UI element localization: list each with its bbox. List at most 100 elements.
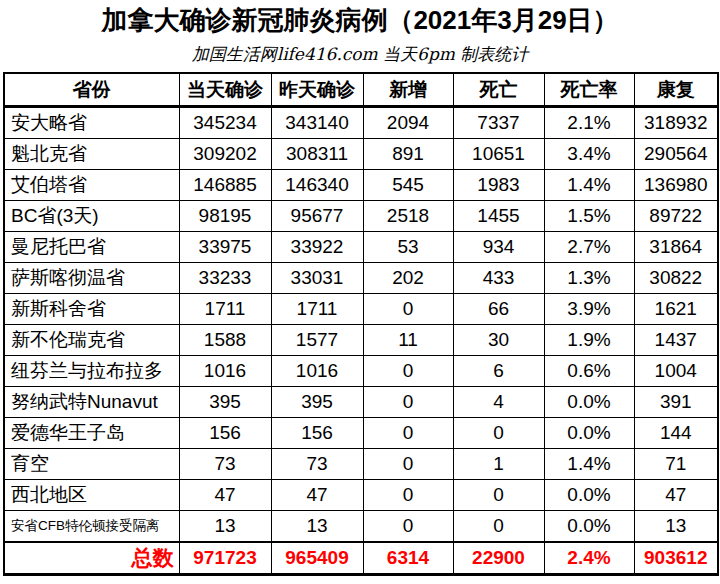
value-cell: 0.0%	[544, 480, 634, 511]
value-cell: 345234	[179, 107, 271, 139]
value-cell: 0	[363, 418, 453, 449]
value-cell: 146885	[179, 170, 271, 201]
value-cell: 0.6%	[544, 356, 634, 387]
value-cell: 1437	[634, 325, 718, 356]
province-cell: 努纳武特Nunavut	[4, 387, 179, 418]
province-cell: 魁北克省	[4, 139, 179, 170]
header-new-cases: 新增	[363, 73, 453, 107]
value-cell: 2518	[363, 201, 453, 232]
province-cell: BC省(3天)	[4, 201, 179, 232]
value-cell: 0	[363, 294, 453, 325]
value-cell: 1.4%	[544, 170, 634, 201]
value-cell: 1.9%	[544, 325, 634, 356]
total-today-confirmed: 971723	[179, 542, 271, 575]
value-cell: 2.7%	[544, 232, 634, 263]
total-new-cases: 6314	[363, 542, 453, 575]
value-cell: 433	[453, 263, 544, 294]
table-row: BC省(3天)9819595677251814551.5%89722	[4, 201, 718, 232]
page: 加拿大确诊新冠肺炎病例（2021年3月29日） 加国生活网life416.com…	[0, 0, 720, 584]
value-cell: 71	[634, 449, 718, 480]
value-cell: 891	[363, 139, 453, 170]
value-cell: 73	[179, 449, 271, 480]
value-cell: 47	[179, 480, 271, 511]
value-cell: 1455	[453, 201, 544, 232]
header-deaths: 死亡	[453, 73, 544, 107]
province-cell: 育空	[4, 449, 179, 480]
value-cell: 1577	[271, 325, 363, 356]
value-cell: 33031	[271, 263, 363, 294]
table-row: 西北地区4747000.0%47	[4, 480, 718, 511]
value-cell: 144	[634, 418, 718, 449]
province-cell: 纽芬兰与拉布拉多	[4, 356, 179, 387]
table-row: 安省CFB特伦顿接受隔离1313000.0%13	[4, 511, 718, 543]
value-cell: 3.9%	[544, 294, 634, 325]
value-cell: 1711	[179, 294, 271, 325]
value-cell: 2094	[363, 107, 453, 139]
value-cell: 395	[271, 387, 363, 418]
value-cell: 1711	[271, 294, 363, 325]
value-cell: 136980	[634, 170, 718, 201]
header-yesterday-confirmed: 昨天确诊	[271, 73, 363, 107]
value-cell: 1588	[179, 325, 271, 356]
province-cell: 新不伦瑞克省	[4, 325, 179, 356]
value-cell: 47	[271, 480, 363, 511]
province-cell: 安大略省	[4, 107, 179, 139]
total-recovered: 903612	[634, 542, 718, 575]
value-cell: 1.5%	[544, 201, 634, 232]
value-cell: 309202	[179, 139, 271, 170]
total-label: 总数	[4, 542, 179, 575]
value-cell: 47	[634, 480, 718, 511]
province-cell: 曼尼托巴省	[4, 232, 179, 263]
table-row: 萨斯喀彻温省33233330312024331.3%30822	[4, 263, 718, 294]
province-cell: 西北地区	[4, 480, 179, 511]
value-cell: 391	[634, 387, 718, 418]
total-row: 总数 971723 965409 6314 22900 2.4% 903612	[4, 542, 718, 575]
value-cell: 30	[453, 325, 544, 356]
table-row: 安大略省345234343140209473372.1%318932	[4, 107, 718, 139]
province-cell: 萨斯喀彻温省	[4, 263, 179, 294]
table-row: 艾伯塔省14688514634054519831.4%136980	[4, 170, 718, 201]
province-cell: 安省CFB特伦顿接受隔离	[4, 511, 179, 543]
value-cell: 0	[453, 418, 544, 449]
province-cell: 爱德华王子岛	[4, 418, 179, 449]
value-cell: 89722	[634, 201, 718, 232]
value-cell: 33233	[179, 263, 271, 294]
value-cell: 13	[179, 511, 271, 543]
province-cell: 艾伯塔省	[4, 170, 179, 201]
value-cell: 33975	[179, 232, 271, 263]
value-cell: 0	[363, 511, 453, 543]
value-cell: 0.0%	[544, 418, 634, 449]
total-yesterday-confirmed: 965409	[271, 542, 363, 575]
page-title: 加拿大确诊新冠肺炎病例（2021年3月29日）	[0, 0, 720, 37]
value-cell: 545	[363, 170, 453, 201]
value-cell: 7337	[453, 107, 544, 139]
value-cell: 318932	[634, 107, 718, 139]
value-cell: 95677	[271, 201, 363, 232]
value-cell: 0	[363, 387, 453, 418]
value-cell: 308311	[271, 139, 363, 170]
value-cell: 3.4%	[544, 139, 634, 170]
table-row: 新不伦瑞克省1588157711301.9%1437	[4, 325, 718, 356]
value-cell: 146340	[271, 170, 363, 201]
value-cell: 343140	[271, 107, 363, 139]
header-today-confirmed: 当天确诊	[179, 73, 271, 107]
value-cell: 0	[363, 480, 453, 511]
value-cell: 10651	[453, 139, 544, 170]
value-cell: 66	[453, 294, 544, 325]
total-death-rate: 2.4%	[544, 542, 634, 575]
value-cell: 13	[634, 511, 718, 543]
value-cell: 6	[453, 356, 544, 387]
table-row: 新斯科舍省171117110663.9%1621	[4, 294, 718, 325]
value-cell: 1.3%	[544, 263, 634, 294]
header-death-rate: 死亡率	[544, 73, 634, 107]
value-cell: 934	[453, 232, 544, 263]
header-recovered: 康复	[634, 73, 718, 107]
value-cell: 0	[363, 449, 453, 480]
value-cell: 202	[363, 263, 453, 294]
value-cell: 2.1%	[544, 107, 634, 139]
province-cell: 新斯科舍省	[4, 294, 179, 325]
table-row: 育空7373011.4%71	[4, 449, 718, 480]
value-cell: 0	[363, 356, 453, 387]
value-cell: 73	[271, 449, 363, 480]
table-row: 爱德华王子岛156156000.0%144	[4, 418, 718, 449]
